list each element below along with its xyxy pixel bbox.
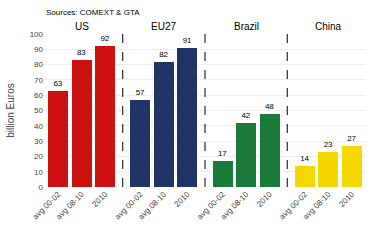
svg-text:avg 08-10: avg 08-10 — [219, 189, 251, 221]
svg-text:100: 100 — [30, 30, 44, 39]
svg-text:40: 40 — [34, 122, 43, 131]
svg-text:2010: 2010 — [337, 189, 356, 208]
svg-text:83: 83 — [77, 48, 86, 57]
svg-text:2010: 2010 — [173, 189, 192, 208]
svg-text:10: 10 — [34, 168, 43, 177]
svg-text:82: 82 — [159, 50, 168, 59]
svg-text:70: 70 — [34, 76, 43, 85]
svg-text:27: 27 — [347, 134, 356, 143]
svg-text:avg 00-02: avg 00-02 — [195, 189, 227, 221]
svg-text:14: 14 — [300, 154, 309, 163]
svg-text:EU27: EU27 — [151, 21, 176, 32]
svg-text:90: 90 — [34, 45, 43, 54]
svg-text:23: 23 — [324, 140, 333, 149]
svg-text:63: 63 — [53, 79, 62, 88]
svg-text:92: 92 — [100, 34, 109, 43]
svg-text:2010: 2010 — [90, 189, 109, 208]
svg-text:avg 08-10: avg 08-10 — [301, 189, 333, 221]
svg-text:Sources: COMEXT & GTA: Sources: COMEXT & GTA — [46, 8, 140, 17]
svg-text:60: 60 — [34, 91, 43, 100]
svg-text:billion Euros: billion Euros — [5, 83, 16, 137]
svg-text:avg 08-10: avg 08-10 — [137, 189, 169, 221]
svg-text:avg 00-02: avg 00-02 — [31, 189, 63, 221]
svg-text:91: 91 — [183, 36, 192, 45]
svg-text:30: 30 — [34, 137, 43, 146]
svg-text:50: 50 — [34, 106, 43, 115]
svg-text:China: China — [315, 21, 342, 32]
svg-text:57: 57 — [136, 88, 145, 97]
svg-text:42: 42 — [241, 111, 250, 120]
svg-text:Brazil: Brazil — [234, 21, 259, 32]
svg-text:2010: 2010 — [255, 189, 274, 208]
svg-text:17: 17 — [218, 149, 227, 158]
svg-text:48: 48 — [265, 102, 274, 111]
svg-text:avg 00-02: avg 00-02 — [278, 189, 310, 221]
svg-text:avg 00-02: avg 00-02 — [113, 189, 145, 221]
svg-text:80: 80 — [34, 60, 43, 69]
svg-text:0: 0 — [39, 183, 44, 192]
svg-text:avg 08-10: avg 08-10 — [54, 189, 86, 221]
svg-text:US: US — [75, 21, 89, 32]
svg-text:20: 20 — [34, 152, 43, 161]
